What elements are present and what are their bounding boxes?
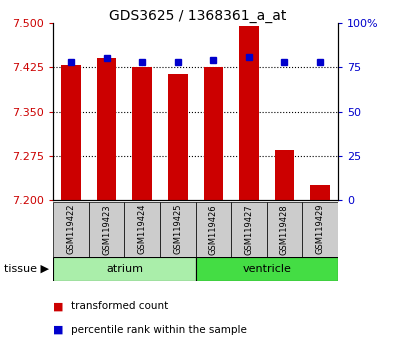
Bar	[89, 202, 124, 257]
Text: GSM119422: GSM119422	[67, 204, 75, 255]
Bar	[196, 202, 231, 257]
Bar	[61, 65, 81, 200]
Text: GSM119428: GSM119428	[280, 204, 289, 255]
Text: GSM119425: GSM119425	[173, 204, 182, 255]
Bar	[132, 67, 152, 200]
Bar	[275, 150, 294, 200]
Bar	[196, 257, 338, 281]
Text: tissue ▶: tissue ▶	[4, 264, 49, 274]
Bar	[124, 202, 160, 257]
Text: transformed count: transformed count	[71, 301, 168, 311]
Bar	[168, 74, 188, 200]
Text: GSM119424: GSM119424	[138, 204, 147, 255]
Text: GSM119426: GSM119426	[209, 204, 218, 255]
Text: atrium: atrium	[106, 264, 143, 274]
Bar	[97, 58, 117, 200]
Bar	[53, 257, 196, 281]
Bar	[231, 202, 267, 257]
Bar	[53, 202, 89, 257]
Text: GSM119427: GSM119427	[245, 204, 253, 255]
Text: ■: ■	[53, 301, 64, 311]
Text: ventricle: ventricle	[242, 264, 291, 274]
Text: GSM119423: GSM119423	[102, 204, 111, 255]
Bar	[310, 185, 330, 200]
Bar	[267, 202, 302, 257]
Bar	[239, 26, 259, 200]
Bar	[302, 202, 338, 257]
Text: ■: ■	[53, 325, 64, 335]
Text: GDS3625 / 1368361_a_at: GDS3625 / 1368361_a_at	[109, 9, 286, 23]
Text: GSM119429: GSM119429	[316, 204, 324, 255]
Bar	[160, 202, 196, 257]
Text: percentile rank within the sample: percentile rank within the sample	[71, 325, 247, 335]
Bar	[203, 67, 223, 200]
